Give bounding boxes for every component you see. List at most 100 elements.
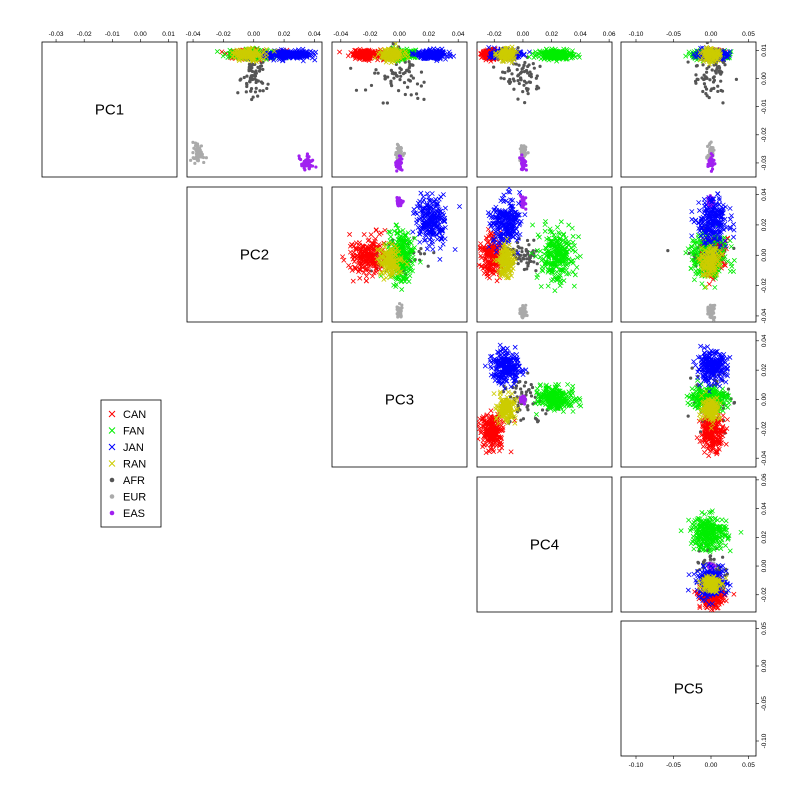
points-PC3-vs-PC1 [337,42,457,173]
panel-PC1-PC3 [331,41,468,178]
point-JAN [491,45,497,51]
point-CAN [361,232,367,237]
point-RAN [509,60,515,65]
point-JAN [516,54,522,60]
point-AFR [403,92,407,97]
point-AFR [245,84,249,89]
point-EAS [395,196,399,200]
point-EUR [398,310,402,314]
point-AFR [261,67,265,72]
point-JAN [294,54,300,60]
point-EAS [518,156,522,160]
series-EAS [518,153,528,172]
panel-PC1-PC4 [476,41,613,178]
point-AFR [701,63,705,67]
point-AFR [398,70,402,75]
point-RAN [382,50,388,56]
point-RAN [372,55,378,61]
point-FAN [559,51,565,57]
point-FAN [391,282,397,288]
panel-frame [331,186,468,323]
point-EAS [522,163,526,167]
point-JAN [432,50,438,56]
point-JAN [275,52,281,58]
point-FAN [411,257,417,263]
panel-PC2-PC3 [331,186,468,323]
point-AFR [522,83,526,87]
point-CAN [349,241,355,247]
point-FAN [576,52,582,58]
point-JAN [423,54,429,60]
point-JAN [526,49,532,55]
point-EUR [202,160,206,165]
point-AFR [354,88,359,92]
point-FAN [417,259,423,265]
point-RAN [242,49,248,55]
point-FAN [563,56,569,62]
point-AFR [506,66,511,70]
point-JAN [416,53,422,59]
point-CAN [364,273,369,279]
point-CAN [357,46,363,52]
point-EAS [305,162,309,167]
point-RAN [502,51,508,57]
point-EAS [300,162,304,166]
point-AFR [261,81,265,85]
point-EUR [524,152,528,156]
point-JAN [285,53,291,59]
point-FAN [555,52,561,58]
point-JAN [300,46,306,52]
series-EUR [189,140,208,165]
points-PC2-vs-PC1 [189,45,319,172]
point-CAN [352,265,358,271]
point-AFR [396,89,401,93]
point-AFR [705,42,709,45]
point-RAN [492,51,498,57]
point-EUR [204,156,208,160]
point-RAN [704,46,710,52]
point-EUR [521,146,525,151]
point-AFR [516,97,520,101]
point-AFR [261,89,265,93]
point-JAN [486,44,492,50]
panel-PC1-PC5 [620,41,757,178]
points-PC5-vs-PC1 [683,42,739,173]
point-AFR [712,86,716,91]
point-FAN [400,227,406,233]
point-AFR [405,68,410,72]
point-EUR [199,144,203,148]
point-EUR [395,156,399,160]
point-JAN [289,53,295,59]
point-RAN [392,53,398,59]
point-RAN [378,54,384,60]
point-RAN [701,58,707,64]
point-JAN [424,191,430,197]
point-CAN [366,250,372,255]
point-JAN [423,237,429,243]
point-AFR [714,71,718,75]
panel-PC2-PC2: PC2 [186,186,323,323]
point-AFR [256,94,260,98]
point-AFR [245,74,249,78]
point-AFR [515,68,519,72]
point-EUR [526,151,530,155]
point-EAS [397,166,401,170]
point-CAN [363,52,369,58]
point-EUR [200,152,204,156]
point-RAN [391,59,397,65]
point-AFR [385,101,389,105]
point-RAN [378,47,383,53]
point-RAN [388,47,394,53]
point-AFR [248,76,252,80]
point-CAN [366,245,372,251]
point-AFR [686,60,690,64]
point-EAS [521,156,525,160]
point-AFR [522,63,526,67]
point-JAN [278,47,284,53]
point-CAN [382,227,388,233]
point-FAN [411,245,417,251]
point-CAN [348,249,353,255]
point-JAN [413,51,419,57]
point-AFR [716,65,721,69]
point-JAN [439,50,445,56]
